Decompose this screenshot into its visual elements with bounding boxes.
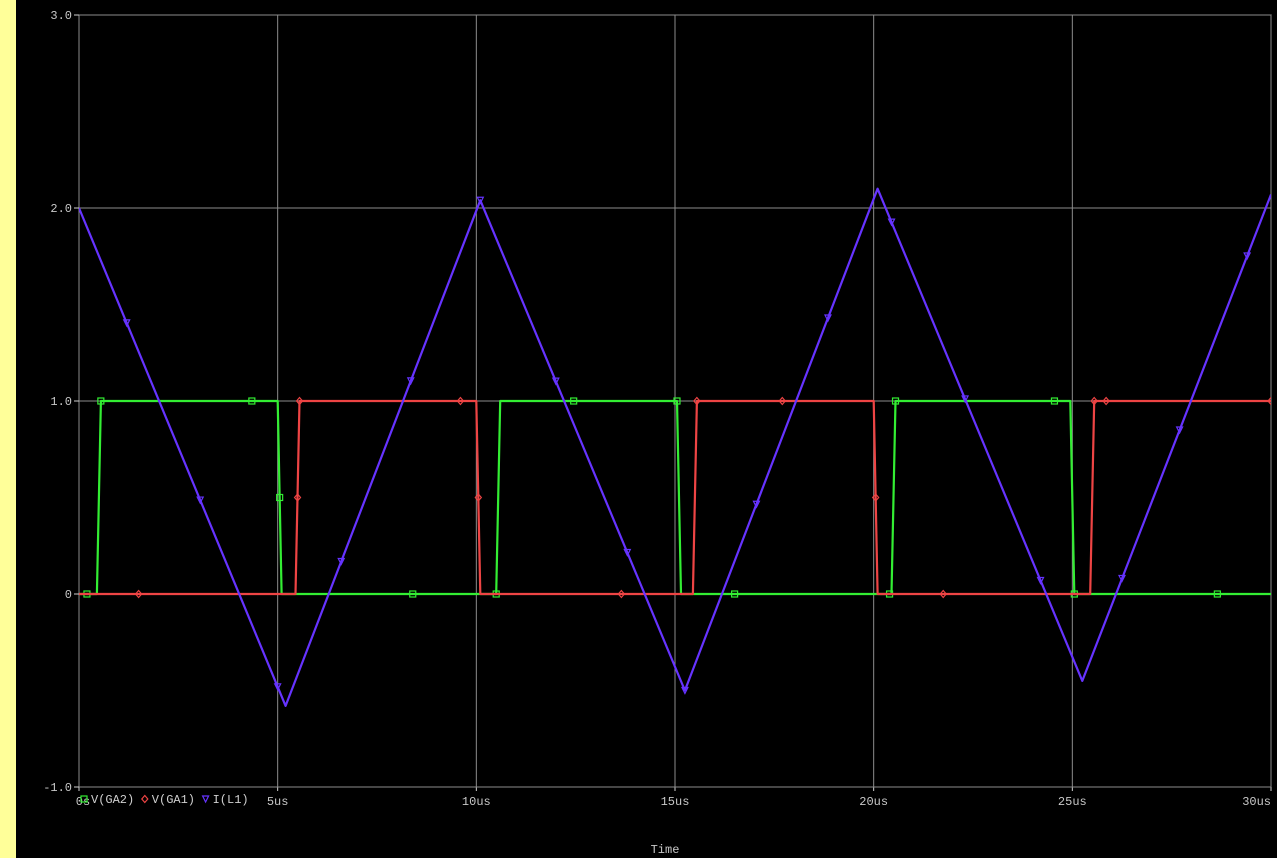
- legend[interactable]: V(GA2) V(GA1) I(L1): [80, 793, 249, 807]
- data-marker: [887, 218, 896, 227]
- x-tick-label: 25us: [1058, 795, 1087, 809]
- data-marker: [474, 493, 483, 502]
- legend-marker: [141, 794, 149, 804]
- series-v-ga1-: [79, 396, 1271, 599]
- data-marker: [293, 493, 302, 502]
- data-marker: [1213, 590, 1221, 598]
- legend-marker: [80, 795, 88, 803]
- data-marker: [476, 196, 485, 205]
- legend-entry[interactable]: V(GA2): [91, 793, 134, 807]
- data-marker: [1102, 396, 1110, 406]
- data-marker: [196, 496, 205, 505]
- series-layer: [79, 187, 1271, 708]
- x-axis-ticks: 0s 5us 10us 15us 20us 25us 30us: [76, 795, 1271, 809]
- x-axis-label: Time: [651, 843, 680, 857]
- data-marker: [273, 683, 282, 692]
- y-tick-label: 2.0: [50, 202, 72, 216]
- data-marker: [1243, 252, 1252, 261]
- legend-entry[interactable]: I(L1): [213, 793, 249, 807]
- data-marker: [778, 396, 787, 406]
- data-marker: [337, 557, 346, 566]
- waveform-chart: 0s 5us 10us 15us 20us 25us 30us -1.001.02.03.0…: [43, 9, 1272, 857]
- legend-entry[interactable]: V(GA1): [152, 793, 195, 807]
- data-marker: [680, 686, 689, 695]
- y-tick-label: -1.0: [43, 781, 72, 795]
- grid: [74, 14, 1272, 791]
- data-marker: [1118, 574, 1126, 583]
- data-marker: [891, 397, 900, 405]
- data-marker: [939, 589, 947, 599]
- data-marker: [295, 396, 304, 406]
- data-marker: [276, 493, 284, 502]
- data-marker: [730, 590, 739, 598]
- data-marker: [409, 590, 417, 598]
- series-line: [79, 187, 1271, 708]
- data-marker: [824, 314, 832, 323]
- data-marker: [570, 397, 578, 405]
- data-marker: [1175, 426, 1184, 435]
- data-marker: [1050, 397, 1059, 405]
- data-marker: [248, 397, 256, 405]
- data-marker: [97, 397, 105, 405]
- y-tick-label: 1.0: [50, 395, 72, 409]
- data-marker: [752, 500, 761, 509]
- y-tick-label: 0: [65, 588, 72, 602]
- series-line: [79, 399, 1271, 596]
- data-marker: [456, 396, 465, 406]
- y-tick-label: 3.0: [50, 9, 72, 23]
- x-tick-label: 20us: [859, 795, 888, 809]
- x-tick-label: 10us: [462, 795, 491, 809]
- y-axis-ticks: -1.0 0 1.0 2.0 3.0: [43, 9, 72, 795]
- legend-marker: [201, 795, 210, 804]
- x-tick-label: 30us: [1242, 795, 1271, 809]
- x-tick-label: 5us: [267, 795, 289, 809]
- data-marker: [961, 395, 970, 404]
- data-marker: [623, 548, 632, 557]
- data-marker: [673, 397, 681, 405]
- data-marker: [122, 319, 131, 328]
- data-marker: [1036, 576, 1045, 585]
- probe-plot-window: 0s 5us 10us 15us 20us 25us 30us -1.0 0 1.0 2.0 3.0…: [16, 0, 1277, 858]
- data-marker: [406, 377, 415, 386]
- data-marker: [871, 493, 880, 502]
- data-marker: [134, 589, 143, 599]
- data-marker: [1267, 396, 1271, 406]
- series-i-l1-: [79, 187, 1271, 708]
- series-line: [79, 399, 1271, 596]
- data-marker: [617, 589, 626, 599]
- data-marker: [551, 377, 560, 386]
- x-tick-label: 15us: [661, 795, 690, 809]
- data-marker: [693, 396, 701, 406]
- data-marker: [1090, 396, 1098, 406]
